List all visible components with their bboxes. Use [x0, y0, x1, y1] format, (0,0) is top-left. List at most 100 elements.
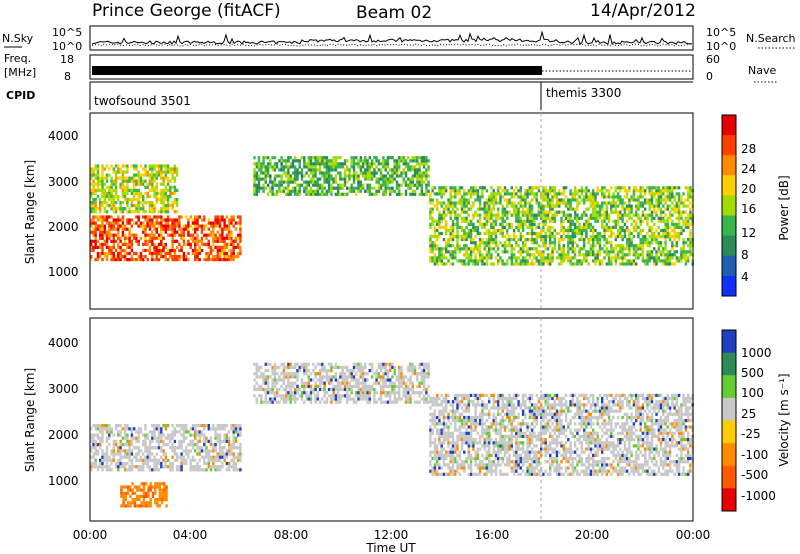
- pixel-power-data-3-1980: [460, 225, 464, 229]
- pixel-power-data-3-3293: [639, 186, 642, 190]
- pixel-power-data-2-1242: [298, 189, 301, 193]
- pixel-vel-data-2-1247: [386, 394, 390, 398]
- pixel-power-data-2-1086: [255, 171, 258, 175]
- pixel-power-data-3-1946: [456, 247, 459, 251]
- pixel-power-data-3-1995: [463, 238, 466, 242]
- pixel-power-data-3-2520: [535, 250, 538, 254]
- pixel-power-data-3-2635: [549, 228, 552, 233]
- pixel-power-data-3-2621: [546, 201, 550, 205]
- pixel-vel-data-0-384: [180, 424, 183, 428]
- pixel-power-data-0-40: [99, 251, 102, 256]
- pixel-power-data-3-1928: [451, 189, 455, 193]
- pixel-power-data-0-147: [119, 218, 122, 222]
- pixel-power-data-3-3066: [610, 262, 613, 266]
- pixel-power-data-1-941: [151, 201, 154, 205]
- pixel-power-data-3-1997: [463, 231, 466, 236]
- pixel-vel-data-0-83: [108, 465, 111, 469]
- pixel-vel-data-2-1153: [361, 394, 365, 398]
- pixel-power-data-0-265: [151, 239, 154, 243]
- pixel-vel-data-2-1003: [321, 362, 324, 366]
- pixel-power-data-0-417: [187, 258, 190, 262]
- pixel-power-data-3-2424: [521, 219, 525, 223]
- pixel-power-data-2-1118: [264, 174, 267, 178]
- pixel-vel-data-0-477: [205, 468, 208, 472]
- pixel-power-data-2-1104: [260, 165, 263, 169]
- pixel-power-data-2-1708: [418, 177, 421, 181]
- pixel-power-data-3-3400: [655, 228, 658, 233]
- pixel-power-data-3-2578: [542, 222, 545, 226]
- pixel-power-data-2-1552: [377, 186, 381, 190]
- pixel-vel-data-2-1126: [355, 384, 358, 388]
- pixel-power-data-0-408: [182, 230, 186, 234]
- pixel-power-data-0-291: [155, 221, 158, 225]
- pixel-power-data-3-3073: [610, 235, 613, 239]
- pixel-power-data-0-564: [221, 245, 224, 249]
- pixel-power-data-0-169: [126, 251, 129, 256]
- pixel-power-data-3-2440: [524, 213, 527, 217]
- pixel-power-data-2-1742: [425, 162, 428, 166]
- pixel-power-data-2-1316: [316, 186, 319, 190]
- pixel-vel-data-0-58: [101, 436, 104, 440]
- pixel-vel-data-0-496: [209, 465, 213, 469]
- pixel-power-data-2-1238: [296, 171, 299, 175]
- pixel-vel-data-0-162: [126, 436, 129, 440]
- pixel-power-data-3-2585: [542, 198, 545, 202]
- pixel-power-data-0-468: [198, 258, 201, 262]
- pixel-power-data-0-578: [223, 239, 226, 243]
- pixel-power-data-2-1376: [330, 189, 333, 193]
- pixel-power-data-3-1901: [449, 216, 452, 220]
- pixel-vel-data-0-150: [123, 436, 127, 440]
- pixel-power-data-3-3430: [659, 250, 663, 254]
- pixel-power-data-3-2378: [517, 256, 520, 260]
- pixel-power-data-2-1586: [384, 159, 387, 163]
- pixel-vel-data-1-668: [133, 501, 137, 505]
- pixel-power-data-1-969: [155, 182, 158, 186]
- pixel-power-data-1-991: [160, 170, 163, 174]
- pixel-power-data-0-364: [173, 258, 177, 262]
- pixel-power-data-3-3269: [637, 225, 640, 229]
- pixel-vel-data-2-972: [314, 397, 317, 401]
- pixel-power-data-0-49: [99, 215, 102, 219]
- pixel-power-data-2-1454: [350, 159, 353, 163]
- pixel-power-data-3-3018: [603, 250, 606, 254]
- pixel-power-data-3-2249: [497, 244, 500, 248]
- pixel-power-data-2-1735: [425, 189, 428, 193]
- pixel-power-data-3-3458: [662, 192, 665, 196]
- pixel-power-data-3-3233: [632, 250, 636, 254]
- pixel-vel-data-0-390: [182, 436, 186, 440]
- pixel-vel-data-1-733: [160, 501, 164, 505]
- pixel-power-data-1-993: [160, 164, 163, 168]
- pixel-power-data-3-3036: [605, 247, 608, 251]
- pixel-vel-data-2-1107: [350, 397, 353, 401]
- pixel-power-data-3-2661: [551, 201, 554, 205]
- pixel-power-data-0-305: [160, 251, 163, 256]
- pixel-vel-data-2-1259: [389, 384, 392, 388]
- pixel-power-data-3-1956: [456, 216, 459, 220]
- pixel-power-data-2-1084: [255, 177, 258, 181]
- pixel-vel-data-0-50: [101, 468, 104, 472]
- pixel-power-data-3-2825: [576, 259, 579, 263]
- pixel-power-data-0-29: [94, 215, 97, 219]
- pixel-power-data-3-1972: [458, 189, 461, 193]
- pixel-power-data-0-163: [123, 239, 127, 243]
- pixel-vel-data-0-55: [101, 452, 104, 456]
- pixel-power-data-2-1544: [375, 189, 378, 193]
- pixel-power-data-0-179: [128, 242, 131, 246]
- pixel-vel-data-0-231: [144, 446, 147, 450]
- pixel-vel-data-2-847: [280, 394, 283, 398]
- pixel-vel-data-2-1128: [355, 378, 358, 382]
- pixel-power-data-3-1957: [456, 213, 459, 217]
- pixel-power-data-0-174: [126, 221, 129, 225]
- pixel-power-data-1-808: [121, 188, 125, 192]
- pixel-power-data-0-335: [166, 258, 170, 262]
- pixel-power-data-0-182: [128, 233, 131, 237]
- pixel-power-data-3-2170: [485, 204, 489, 208]
- pixel-power-data-3-2982: [596, 201, 599, 205]
- pixel-vel-data-0-458: [198, 424, 201, 428]
- pixel-vel-data-0-248: [148, 465, 152, 469]
- pixel-vel-data-0-126: [119, 458, 122, 462]
- pixel-power-data-2-1426: [343, 192, 347, 196]
- pixel-power-data-0-353: [171, 248, 174, 253]
- pixel-power-data-0-530: [214, 236, 217, 240]
- pixel-power-data-1-819: [123, 191, 127, 195]
